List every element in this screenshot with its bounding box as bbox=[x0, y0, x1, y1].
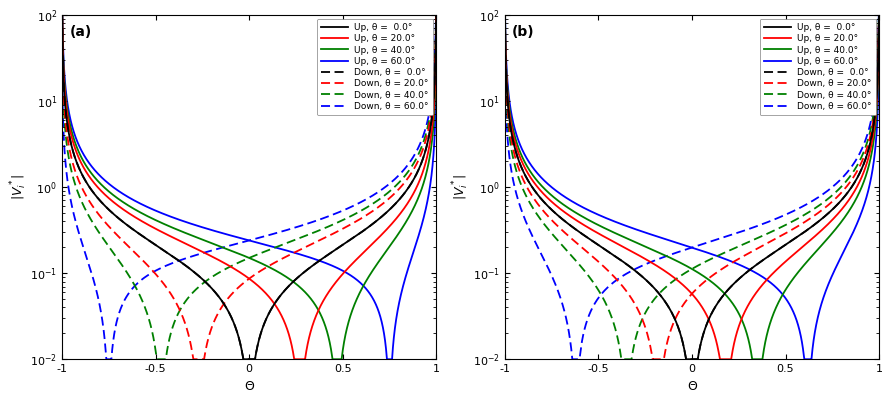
Legend: Up, θ =  0.0°, Up, θ = 20.0°, Up, θ = 40.0°, Up, θ = 60.0°, Down, θ =  0.0°, Dow: Up, θ = 0.0°, Up, θ = 20.0°, Up, θ = 40.… bbox=[317, 18, 433, 115]
Y-axis label: $|V^*_i|$: $|V^*_i|$ bbox=[8, 174, 29, 200]
X-axis label: Θ: Θ bbox=[244, 380, 254, 393]
Text: (a): (a) bbox=[69, 25, 92, 39]
Text: (b): (b) bbox=[512, 25, 535, 39]
X-axis label: Θ: Θ bbox=[687, 380, 697, 393]
Y-axis label: $|V^*_i|$: $|V^*_i|$ bbox=[451, 174, 471, 200]
Legend: Up, θ =  0.0°, Up, θ = 20.0°, Up, θ = 40.0°, Up, θ = 60.0°, Down, θ =  0.0°, Dow: Up, θ = 0.0°, Up, θ = 20.0°, Up, θ = 40.… bbox=[759, 18, 876, 115]
